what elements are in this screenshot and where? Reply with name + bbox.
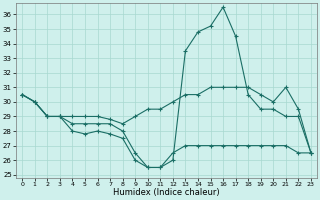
X-axis label: Humidex (Indice chaleur): Humidex (Indice chaleur) bbox=[113, 188, 220, 197]
